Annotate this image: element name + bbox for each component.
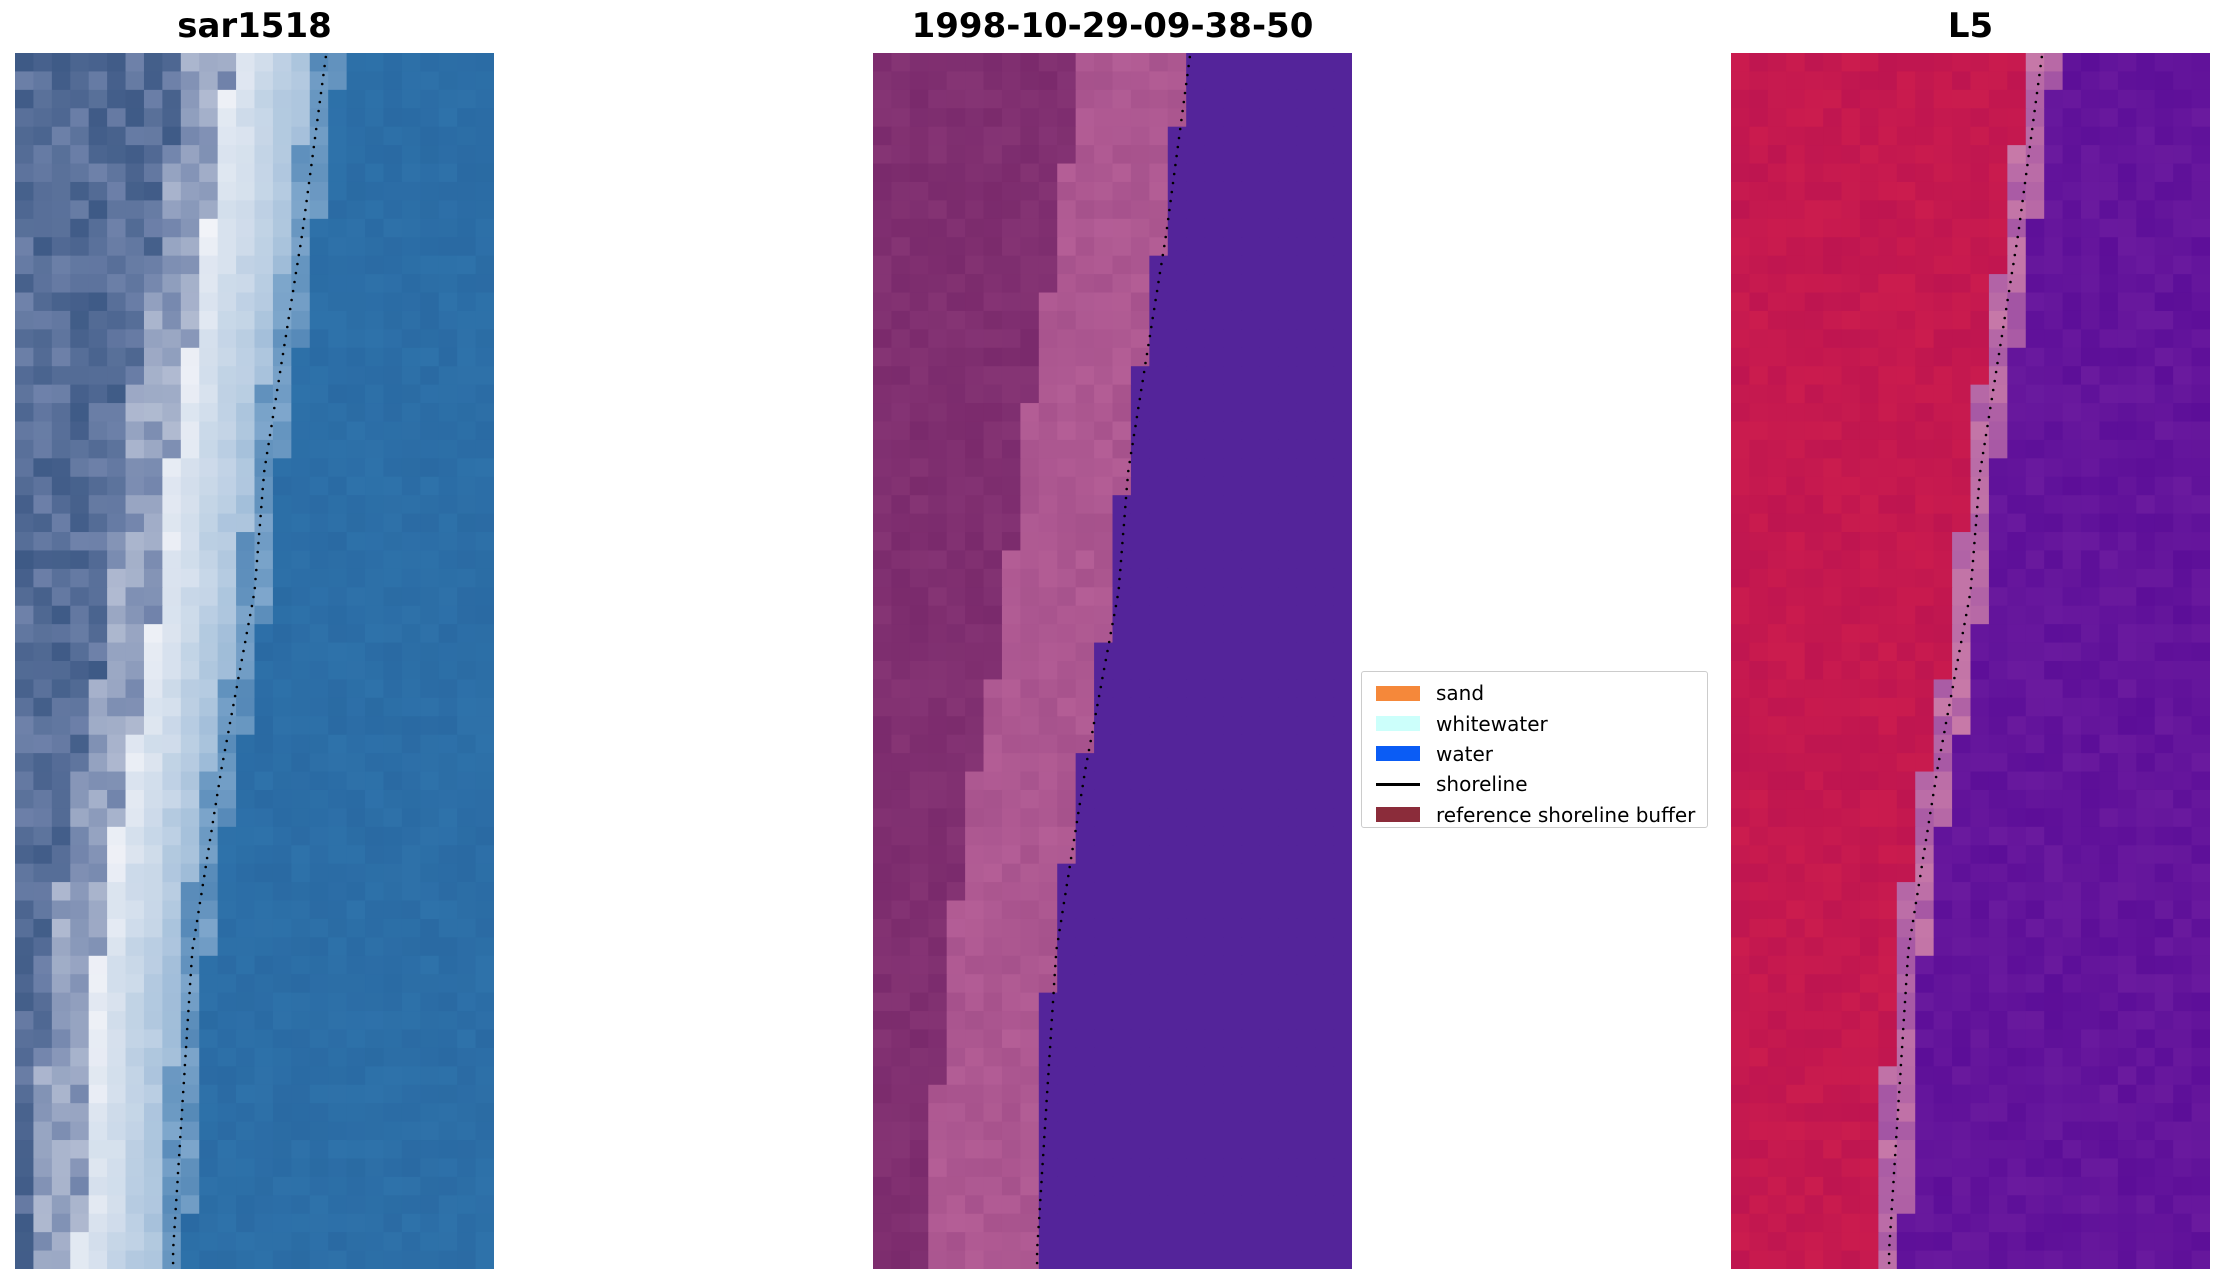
panel-title-index: L5 — [1947, 6, 1994, 46]
pixel-grid — [15, 53, 494, 1269]
index-image-panel — [1731, 53, 2210, 1269]
legend-item-sand: sand — [1370, 678, 1699, 708]
legend-label-sand: sand — [1436, 681, 1485, 706]
classified-image — [873, 53, 1352, 1269]
legend-label-whitewater: whitewater — [1436, 711, 1548, 736]
legend-item-shoreline: shoreline — [1370, 769, 1699, 799]
legend-swatch-water — [1376, 746, 1420, 762]
legend-item-whitewater: whitewater — [1370, 708, 1699, 738]
shoreline-dots — [1035, 55, 1192, 1265]
classified-image-panel — [873, 53, 1352, 1269]
shoreline-dots — [1887, 55, 2044, 1265]
pixel-grid — [873, 53, 1352, 1269]
legend-swatch-sand — [1376, 685, 1420, 701]
legend: sand whitewater water shoreline referenc… — [1361, 671, 1708, 828]
legend-label-reference-buffer: reference shoreline buffer — [1436, 802, 1696, 827]
legend-item-water: water — [1370, 739, 1699, 769]
legend-label-water: water — [1436, 741, 1493, 766]
panel-title-rgb: sar1518 — [177, 6, 332, 46]
pixel-grid — [1731, 53, 2210, 1269]
rgb-image-panel — [15, 53, 494, 1269]
legend-swatch-reference-buffer — [1376, 807, 1420, 823]
legend-label-shoreline: shoreline — [1436, 772, 1528, 797]
rgb-image — [15, 53, 494, 1269]
shoreline-dots — [171, 55, 328, 1265]
legend-item-reference-buffer: reference shoreline buffer — [1370, 800, 1699, 830]
legend-swatch-whitewater — [1376, 716, 1420, 732]
legend-line-shoreline — [1376, 782, 1420, 786]
index-image — [1731, 53, 2210, 1269]
panel-title-classified: 1998-10-29-09-38-50 — [911, 6, 1314, 46]
